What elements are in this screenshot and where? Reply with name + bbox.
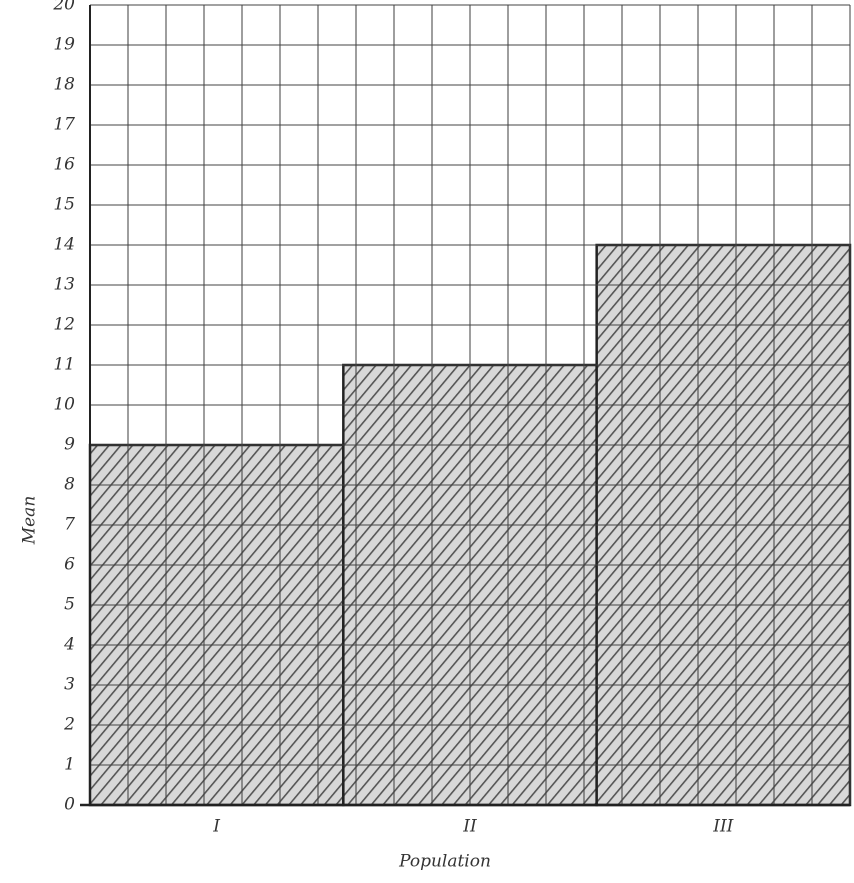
y-tick-label: 7 xyxy=(64,515,75,535)
y-tick-label: 10 xyxy=(53,395,75,415)
y-tick-label: 15 xyxy=(53,195,75,215)
y-tick-label: 20 xyxy=(52,0,75,15)
y-tick-label: 14 xyxy=(53,235,75,255)
x-tick-label: III xyxy=(712,817,733,837)
y-tick-label: 5 xyxy=(64,595,75,615)
y-tick-label: 11 xyxy=(53,355,75,375)
y-tick-label: 8 xyxy=(64,475,75,495)
page: {"chart_data": {"type": "bar", "categori… xyxy=(0,0,854,883)
y-tick-label: 19 xyxy=(53,35,75,55)
y-tick-label: 17 xyxy=(53,115,75,135)
y-tick-label: 1 xyxy=(64,755,75,775)
y-axis-label: Mean xyxy=(20,496,40,546)
x-tick-label: II xyxy=(462,817,477,837)
y-tick-label: 2 xyxy=(63,715,75,735)
y-tick-label: 9 xyxy=(64,435,75,455)
y-tick-label: 18 xyxy=(53,75,75,95)
y-tick-label: 3 xyxy=(64,675,75,695)
y-tick-label: 12 xyxy=(53,315,75,335)
y-tick-label: 6 xyxy=(64,555,75,575)
y-tick-label: 0 xyxy=(64,795,75,815)
y-tick-label: 13 xyxy=(53,275,75,295)
x-tick-label: I xyxy=(212,817,220,837)
y-tick-label: 16 xyxy=(53,155,75,175)
x-axis-label: Population xyxy=(398,852,491,872)
chart: Population Mean IIIIII012345678910111213… xyxy=(0,0,854,883)
y-tick-label: 4 xyxy=(63,635,75,655)
